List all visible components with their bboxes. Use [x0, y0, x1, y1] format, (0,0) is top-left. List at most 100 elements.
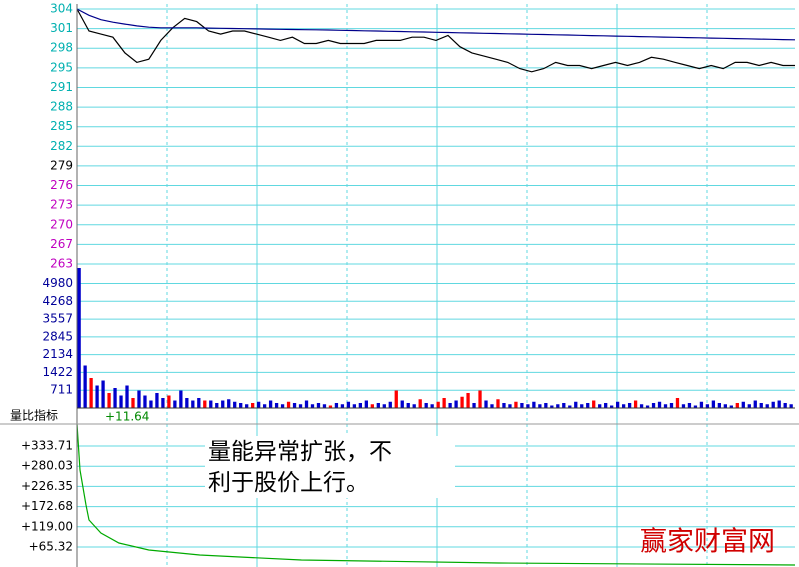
- volume-bar: [245, 404, 249, 408]
- current-value: +11.64: [105, 410, 149, 424]
- volume-bar: [711, 400, 716, 408]
- volume-bar: [663, 404, 668, 408]
- volume-bar: [376, 403, 380, 408]
- volume-bar: [777, 400, 781, 408]
- y-tick-label: 301: [50, 21, 73, 35]
- volume-bar: [400, 400, 404, 408]
- volume-bar: [633, 400, 638, 408]
- volume-bar: [197, 398, 201, 408]
- volume-bar: [562, 403, 566, 408]
- volume-bar: [759, 403, 763, 408]
- volume-bar: [388, 401, 392, 408]
- volume-bar: [251, 403, 255, 408]
- volume-bar: [454, 400, 458, 408]
- volume-bar: [185, 398, 189, 408]
- y-tick-label: 276: [50, 178, 73, 192]
- volume-bar: [418, 399, 422, 408]
- y-tick-label: 285: [50, 119, 73, 133]
- y-tick-label: +172.68: [21, 499, 73, 513]
- volume-bar: [131, 398, 135, 408]
- volume-bar: [298, 404, 303, 408]
- y-tick-label: 298: [50, 41, 73, 55]
- y-tick-label: +280.03: [21, 459, 73, 473]
- volume-bar: [370, 404, 374, 408]
- volume-bar: [705, 404, 710, 408]
- price-line: [76, 423, 796, 566]
- volume-bar: [292, 403, 297, 408]
- volume-bar: [83, 365, 87, 408]
- marks-layer: [76, 8, 796, 566]
- volume-bar: [113, 388, 117, 408]
- price-line: [76, 8, 795, 73]
- volume-bar: [149, 400, 153, 408]
- y-tick-label: 2845: [42, 329, 73, 343]
- volume-bar: [119, 395, 123, 408]
- volume-bar: [424, 403, 428, 408]
- volume-bar: [574, 401, 578, 408]
- y-tick-label: 2134: [42, 347, 73, 361]
- volume-bar: [328, 405, 333, 408]
- volume-bar: [274, 403, 279, 408]
- volume-bar: [699, 401, 704, 408]
- volume-bar: [460, 396, 464, 408]
- volume-bar: [472, 403, 476, 408]
- y-tick-label: 270: [50, 217, 73, 231]
- volume-bar: [101, 380, 105, 408]
- volume-bar: [729, 405, 733, 408]
- volume-bar: [382, 404, 386, 408]
- volume-bar: [478, 390, 482, 408]
- volume-bar: [430, 404, 434, 408]
- volume-bar: [556, 404, 560, 408]
- volume-bar: [765, 404, 769, 408]
- annotation-box: [205, 436, 455, 498]
- volume-bar: [586, 403, 590, 408]
- volume-bar: [771, 401, 775, 408]
- volume-bar: [538, 404, 542, 408]
- y-tick-label: 282: [50, 139, 73, 153]
- volume-bar: [675, 398, 680, 408]
- volume-bar: [604, 403, 608, 408]
- volume-bar: [215, 403, 219, 408]
- volume-bar: [203, 400, 207, 408]
- y-tick-label: +226.35: [21, 479, 73, 493]
- volume-bar: [322, 404, 327, 408]
- volume-bar: [95, 385, 99, 408]
- volume-bar: [723, 404, 727, 408]
- volume-bar: [448, 403, 452, 408]
- volume-bar: [268, 400, 273, 408]
- volume-bar: [143, 395, 147, 408]
- y-tick-label: +119.00: [21, 519, 73, 533]
- volume-bar: [598, 404, 602, 408]
- volume-bar: [610, 405, 614, 408]
- y-tick-label: 279: [50, 158, 73, 172]
- volume-bar: [161, 398, 165, 408]
- volume-bar: [490, 404, 494, 408]
- volume-bar: [179, 390, 183, 408]
- volume-bar: [89, 378, 93, 408]
- volume-bar: [155, 393, 159, 408]
- annotation-line: 量能异常扩张，不: [208, 439, 392, 465]
- volume-bar: [358, 403, 363, 408]
- volume-bar: [741, 401, 745, 408]
- volume-bar: [364, 400, 368, 408]
- volume-bar: [735, 403, 739, 408]
- y-tick-label: 267: [50, 237, 73, 251]
- volume-bar: [286, 401, 291, 408]
- volume-bar: [125, 385, 129, 408]
- volume-bar: [316, 403, 321, 408]
- volume-bar: [310, 404, 315, 408]
- volume-bar: [592, 400, 596, 408]
- volume-bar: [227, 399, 231, 408]
- volume-bar: [520, 403, 524, 408]
- price-line: [76, 8, 796, 41]
- y-tick-label: 291: [50, 80, 73, 94]
- volume-bar: [783, 403, 787, 408]
- volume-bar: [789, 404, 793, 408]
- volume-bar: [77, 268, 81, 408]
- y-tick-label: 4980: [42, 276, 73, 290]
- volume-bar: [352, 404, 357, 408]
- volume-bar: [346, 401, 351, 408]
- y-tick-label: 304: [50, 2, 73, 16]
- volume-bar: [526, 404, 530, 408]
- volume-bar: [532, 401, 536, 408]
